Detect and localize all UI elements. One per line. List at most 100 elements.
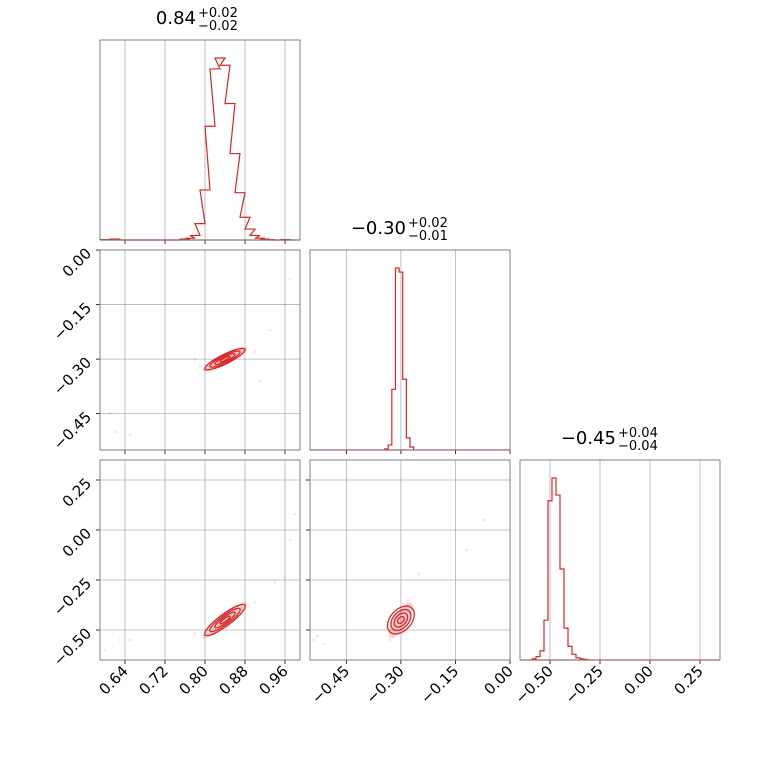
- scatter-point: [398, 623, 401, 627]
- contour-line: [209, 607, 241, 633]
- scatter-point: [230, 613, 233, 617]
- scatter-point: [206, 631, 209, 634]
- scatter-point: [202, 634, 205, 637]
- contour-line: [214, 611, 236, 629]
- panel-frame: [309, 249, 511, 451]
- scatter-point: [206, 630, 209, 633]
- scatter-point: [483, 518, 486, 522]
- scatter-point: [389, 629, 392, 632]
- titles: 0.84 +0.02−0.02−0.30 +0.02−0.01−0.45 +0.04−…: [156, 6, 658, 454]
- scatter-point: [406, 602, 410, 605]
- scatter-point: [410, 604, 413, 608]
- histogram-panel-1: [309, 249, 511, 454]
- x-tick-label: 0.25: [670, 662, 706, 698]
- scatter-point: [391, 625, 395, 628]
- scatter-point: [388, 634, 391, 638]
- scatter-point: [103, 648, 107, 652]
- scatter-point: [202, 369, 206, 373]
- scatter-point: [391, 621, 394, 624]
- x-tick-label: −0.15: [417, 662, 462, 707]
- scatter-point: [405, 606, 408, 609]
- scatter-point: [212, 628, 215, 631]
- panel-frame: [309, 459, 511, 661]
- scatter-point: [407, 602, 410, 606]
- scatter-point: [402, 609, 406, 613]
- x-tick-label: 0.72: [135, 662, 171, 698]
- scatter-point: [198, 364, 202, 368]
- contour-line: [396, 615, 405, 625]
- scatter-point: [404, 616, 408, 619]
- scatter-point: [408, 607, 411, 611]
- scatter-point: [212, 627, 215, 630]
- scatter-point: [283, 303, 287, 306]
- scatter-point: [207, 631, 210, 635]
- scatter-point: [406, 610, 409, 613]
- scatter-point: [388, 633, 391, 636]
- scatter-point: [217, 624, 220, 627]
- scatter-point: [312, 638, 316, 642]
- scatter-point: [210, 629, 214, 632]
- x-tick-label: −0.50: [512, 662, 557, 707]
- scatter-point: [409, 602, 412, 605]
- scatter-point: [239, 348, 242, 352]
- panel-frame: [99, 249, 301, 451]
- scatter-point: [393, 634, 396, 637]
- scatter-point: [398, 620, 401, 624]
- param-lower-error-1: −0.01: [408, 229, 448, 244]
- x-tick-label: 0.80: [175, 662, 211, 698]
- scatter-point: [230, 614, 233, 618]
- scatter-point: [241, 605, 244, 608]
- scatter-panel-0-2: [96, 459, 301, 664]
- scatter-point: [245, 346, 248, 350]
- scatter-point: [408, 601, 412, 604]
- scatter-point: [207, 628, 210, 632]
- scatter-point: [241, 349, 245, 352]
- panel-frame: [99, 459, 301, 661]
- scatter-point: [258, 379, 262, 383]
- scatter-point: [391, 622, 395, 625]
- scatter-panel-1-2: [306, 459, 511, 664]
- scatter-point: [273, 580, 277, 584]
- scatter-point: [288, 277, 292, 281]
- scatter-point: [417, 572, 421, 576]
- scatter-point: [397, 627, 401, 630]
- scatter-point: [396, 623, 399, 627]
- scatter-point: [235, 609, 238, 612]
- scatter-point: [464, 548, 468, 552]
- scatter-point: [395, 631, 399, 634]
- scatter-point: [407, 612, 410, 615]
- scatter-point: [240, 350, 243, 353]
- scatter-point: [206, 365, 209, 368]
- contour-line: [219, 355, 231, 363]
- contour-line: [209, 350, 241, 368]
- y-tick-label: 0.00: [59, 244, 95, 280]
- y-tick-label: −0.45: [50, 408, 95, 453]
- param-upper-error-0: +0.02: [198, 6, 238, 21]
- scatter-point: [236, 351, 240, 355]
- contour-line: [214, 353, 236, 366]
- scatter-point: [236, 609, 240, 612]
- scatter-point: [389, 635, 392, 638]
- histogram-panel-0: [99, 39, 301, 244]
- scatter-point: [399, 618, 402, 622]
- scatter-point: [241, 348, 244, 352]
- scatter-point: [113, 430, 117, 434]
- param-upper-error-2: +0.04: [618, 426, 658, 441]
- param-lower-error-0: −0.02: [198, 19, 238, 34]
- scatter-point: [401, 618, 404, 621]
- scatter-point: [207, 366, 210, 370]
- histogram-line: [383, 267, 415, 450]
- y-tick-label: 0.25: [59, 474, 95, 510]
- scatter-point: [407, 612, 411, 615]
- x-tick-label: 0.96: [255, 662, 291, 698]
- contour-line: [386, 605, 415, 635]
- scatter-panel-0-1: [96, 249, 301, 454]
- scatter-point: [206, 366, 209, 369]
- y-tick-label: 0.00: [59, 524, 95, 560]
- scatter-point: [394, 634, 397, 638]
- scatter-point: [240, 349, 243, 353]
- x-tick-label: 0.88: [215, 662, 251, 698]
- scatter-point: [401, 613, 404, 617]
- scatter-point: [407, 615, 411, 618]
- scatter-point: [205, 633, 208, 636]
